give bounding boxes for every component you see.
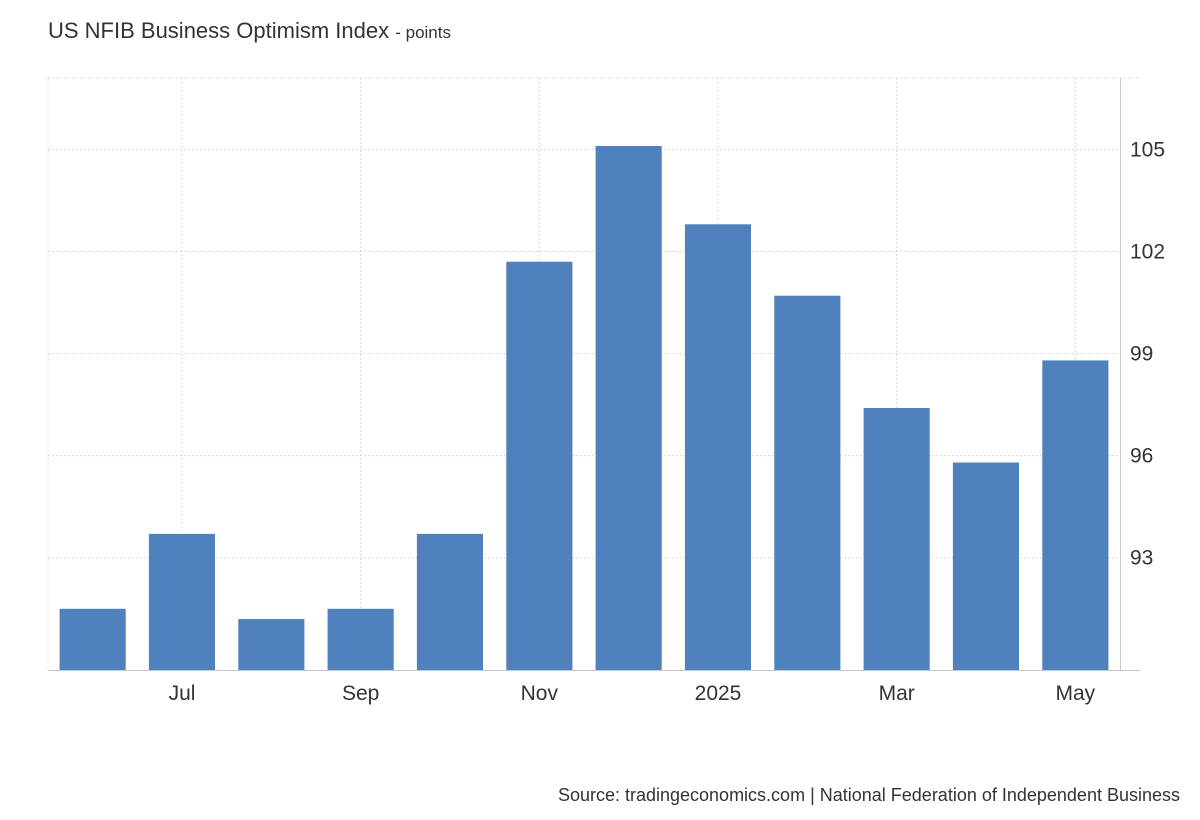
chart-unit: - points bbox=[395, 23, 451, 42]
bar-2024-09 bbox=[327, 608, 394, 670]
x-tick-label: 2025 bbox=[695, 682, 742, 705]
chart-title-text: US NFIB Business Optimism Index bbox=[48, 18, 390, 43]
bar-2024-08 bbox=[238, 619, 305, 670]
y-tick-label: 102 bbox=[1130, 241, 1165, 264]
x-tick-label: Sep bbox=[342, 682, 379, 705]
x-tick-label: May bbox=[1055, 682, 1095, 705]
x-tick-label: Jul bbox=[169, 682, 196, 705]
bar-2025-05 bbox=[1042, 360, 1109, 670]
y-tick-label: 93 bbox=[1130, 547, 1153, 570]
y-tick-label: 105 bbox=[1130, 138, 1165, 161]
source-note: Source: tradingeconomics.com | National … bbox=[557, 785, 1180, 805]
bar-2025-03 bbox=[863, 408, 930, 670]
bar-2024-06 bbox=[59, 608, 126, 670]
x-tick-labels: Jul Sep Nov 2025 Mar May bbox=[169, 682, 1096, 705]
chart-title: US NFIB Business Optimism Index - points bbox=[48, 18, 451, 44]
bars bbox=[59, 146, 1109, 671]
y-tick-label: 99 bbox=[1130, 343, 1153, 366]
bar-2024-07 bbox=[148, 533, 215, 670]
bar-chart: 93 96 99 102 105 Jul Sep Nov 2025 Mar May bbox=[47, 77, 1165, 705]
x-tick-label: Mar bbox=[879, 682, 915, 705]
y-tick-labels: 93 96 99 102 105 bbox=[1130, 138, 1165, 569]
bar-2025-01 bbox=[684, 224, 751, 671]
x-tick-label: Nov bbox=[521, 682, 559, 705]
bar-2024-10 bbox=[416, 533, 483, 670]
bar-2024-12 bbox=[595, 146, 662, 670]
bar-2025-04 bbox=[952, 462, 1019, 670]
bar-2024-11 bbox=[506, 261, 573, 670]
axes bbox=[48, 78, 1140, 671]
bar-2025-02 bbox=[774, 295, 841, 670]
y-tick-label: 96 bbox=[1130, 445, 1153, 468]
